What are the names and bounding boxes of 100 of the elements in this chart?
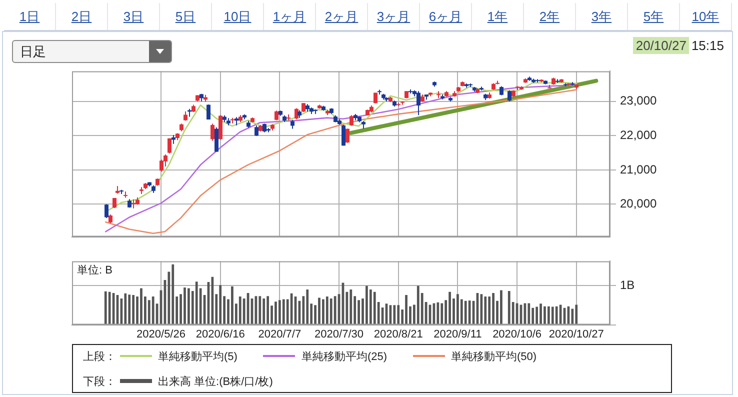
bar — [492, 293, 494, 324]
legend-label: 単純移動平均(50) — [451, 350, 537, 364]
bar — [528, 303, 530, 324]
text: 5年 — [628, 3, 680, 30]
bar — [488, 296, 491, 324]
bar — [322, 299, 324, 324]
bar — [536, 306, 538, 324]
bar — [334, 296, 336, 324]
bar — [551, 306, 554, 324]
bar — [500, 290, 502, 324]
bar — [369, 289, 372, 324]
bar — [397, 305, 400, 324]
x-tick-label: 2020/10/6 — [492, 328, 542, 340]
y-tick-label: 20,000 — [620, 196, 658, 211]
candlestick — [346, 128, 350, 144]
candlestick — [342, 124, 346, 146]
candlestick — [104, 204, 108, 218]
bar — [464, 300, 467, 324]
text: 2年 — [524, 3, 576, 30]
bar — [238, 296, 242, 324]
text: 1日 — [4, 3, 56, 30]
bar — [540, 304, 542, 324]
bar — [440, 303, 444, 324]
text: 1年 — [472, 3, 524, 30]
bar — [278, 300, 281, 324]
legend-label: 単純移動平均(25) — [301, 350, 388, 364]
bar — [108, 292, 111, 324]
bar — [211, 276, 214, 324]
bar — [366, 286, 368, 324]
y-tick-label: 21,000 — [620, 162, 658, 176]
bar — [258, 296, 262, 324]
bar — [373, 292, 376, 324]
bar — [188, 288, 190, 324]
bar — [555, 306, 558, 324]
bar — [575, 304, 578, 324]
text: 1ヶ月 — [264, 3, 316, 30]
text: 10日 — [212, 3, 264, 30]
bar — [282, 299, 285, 324]
x-tick-label: 2020/9/11 — [434, 328, 482, 340]
bar — [480, 294, 483, 324]
text: 2ヶ月 — [316, 3, 368, 30]
bar — [318, 298, 320, 324]
text: 3日 — [108, 3, 160, 30]
y-tick-label: 23,000 — [620, 94, 658, 108]
bar — [326, 296, 328, 324]
candlestick — [218, 114, 222, 140]
candlestick — [168, 138, 172, 154]
bar — [405, 294, 408, 324]
y-tick-label: 22,000 — [620, 128, 658, 142]
bar — [416, 286, 420, 324]
y-axis-title: 単位: B — [77, 264, 112, 277]
bar — [104, 291, 107, 324]
bar — [124, 293, 127, 324]
x-tick-label: 2020/8/21 — [374, 328, 423, 340]
bar — [484, 296, 487, 324]
text: 20/10/27 15:15 — [634, 37, 724, 54]
candlestick — [416, 90, 420, 116]
bar — [350, 289, 352, 324]
bar — [456, 294, 459, 324]
bar — [266, 296, 270, 324]
candlestick — [254, 124, 258, 136]
bar — [393, 305, 396, 324]
x-tick-label: 2020/5/26 — [136, 328, 186, 340]
bar — [148, 300, 150, 324]
bar — [152, 296, 154, 324]
text: 3年 — [576, 3, 628, 30]
legend-label: 出来高 単位:(B株/口/枚) — [158, 374, 273, 388]
bar — [571, 308, 574, 324]
candlestick — [184, 110, 188, 122]
bar — [358, 300, 360, 324]
bar — [128, 294, 131, 324]
legend-title: 上段： — [83, 350, 116, 364]
text: 3ヶ月 — [368, 3, 420, 30]
text: 6ヶ月 — [420, 3, 472, 30]
candlestick — [210, 123, 214, 142]
bar — [195, 282, 198, 324]
x-tick-label: 2020/7/30 — [314, 328, 364, 340]
bar — [330, 298, 332, 324]
legend-label: 単純移動平均(5) — [158, 350, 238, 364]
text: 2日 — [56, 3, 108, 30]
candlestick — [206, 104, 210, 120]
bar — [184, 288, 186, 324]
bar — [219, 285, 222, 324]
legend-title: 下段： — [83, 374, 116, 388]
x-tick-label: 2020/6/16 — [196, 328, 245, 340]
bar — [468, 300, 471, 324]
bar — [448, 292, 451, 324]
bar — [547, 306, 550, 324]
bar — [140, 288, 142, 324]
bar — [132, 294, 135, 324]
bar — [231, 286, 234, 324]
text: 5日 — [160, 3, 212, 30]
x-tick-label: 2020/7/7 — [258, 328, 302, 340]
bar — [274, 302, 277, 324]
text: 日足 — [20, 43, 46, 60]
candlestick — [214, 126, 218, 152]
bar — [172, 264, 174, 324]
text: 10年 — [680, 3, 732, 30]
bar — [306, 289, 309, 324]
bar — [262, 298, 266, 324]
